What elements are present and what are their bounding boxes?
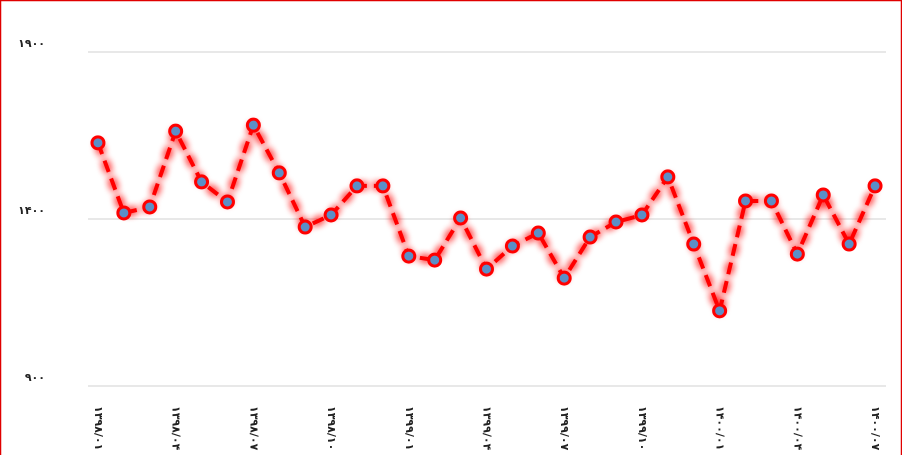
y-tick-label: ۱۴۰۰ (18, 204, 45, 217)
data-point (142, 199, 158, 215)
data-point (867, 178, 883, 194)
data-point (453, 210, 469, 226)
x-tick-label: ۱۴۰۰/۰۴ (791, 406, 804, 451)
data-point (841, 236, 857, 252)
data-point (479, 261, 494, 277)
data-point (582, 229, 598, 245)
x-tick-label: ۱۳۹۹/۰۴ (481, 406, 494, 451)
data-point (789, 246, 805, 262)
x-tick-label: ۱۳۹۹/۰۷ (558, 406, 571, 451)
data-point (815, 187, 831, 203)
line-series (96, 123, 877, 313)
data-point (738, 193, 754, 209)
data-point (634, 207, 650, 223)
data-point (763, 193, 779, 209)
y-tick-label: ۱۹۰۰ (18, 37, 45, 50)
x-tick-label: ۱۳۹۹/۱۰ (636, 406, 649, 450)
x-tick-label: ۱۴۰۰/۰۱ (714, 406, 727, 450)
x-tick-label: ۱۴۰۰/۰۷ (869, 406, 882, 451)
x-tick-label: ۱۳۹۸/۱۰ (325, 406, 338, 450)
data-point (608, 214, 624, 230)
data-point (401, 248, 417, 264)
data-point (427, 252, 443, 268)
y-tick-label: ۹۰۰ (25, 371, 45, 384)
data-point (194, 174, 210, 190)
data-point (245, 117, 261, 133)
data-point (530, 225, 546, 241)
x-tick-label: ۱۳۹۸/۰۷ (247, 406, 260, 451)
data-point (504, 238, 520, 254)
data-point (349, 178, 365, 194)
data-point (271, 165, 287, 181)
data-point (297, 219, 313, 235)
data-point (116, 205, 132, 221)
data-point (323, 207, 339, 223)
data-point (375, 178, 391, 194)
data-point (686, 236, 702, 252)
x-tick-label: ۱۳۹۸/۰۴ (170, 406, 183, 451)
data-point (90, 135, 106, 151)
x-tick-label: ۱۳۹۸/۰۱ (92, 406, 105, 450)
data-point (219, 194, 235, 210)
data-point (556, 270, 572, 286)
x-tick-label: ۱۳۹۹/۰۱ (403, 406, 416, 450)
data-point (660, 169, 676, 185)
data-point (168, 123, 184, 139)
data-point (712, 303, 728, 319)
